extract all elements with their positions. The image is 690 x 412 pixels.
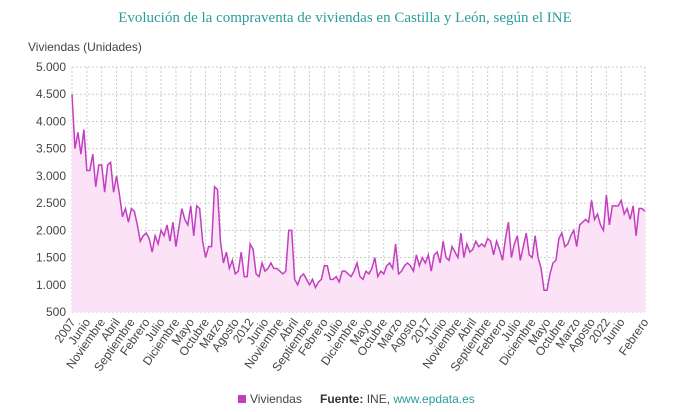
y-axis-label: Viviendas (Unidades) [28, 40, 142, 54]
area [72, 94, 645, 312]
y-tick-label: 1.000 [36, 278, 66, 292]
y-tick-label: 2.000 [36, 223, 66, 237]
y-tick-label: 4.500 [36, 87, 66, 101]
plot: 500 1.000 1.500 2.000 2.500 3.000 3.500 4.000 4.… [36, 60, 652, 374]
y-tick-label: 2.500 [36, 196, 66, 210]
chart-title: Evolución de la compraventa de viviendas… [118, 10, 572, 26]
legend-label: Viviendas [250, 392, 302, 406]
source-link: www.epdata.es [392, 392, 474, 406]
y-tick-label: 1.500 [36, 251, 66, 265]
line [71, 94, 646, 291]
source: Fuente: INE, www.epdata.es [320, 392, 475, 406]
y-tick-label: 3.500 [36, 142, 66, 156]
y-tick-label: 5.000 [36, 60, 66, 74]
source-label: Fuente: [320, 392, 363, 406]
y-tick-label: 3.000 [36, 169, 66, 183]
y-tick-label: 4.000 [36, 114, 66, 128]
source-text: INE, [367, 392, 390, 406]
y-tick-label: 500 [46, 305, 66, 319]
legend-swatch [238, 395, 246, 403]
